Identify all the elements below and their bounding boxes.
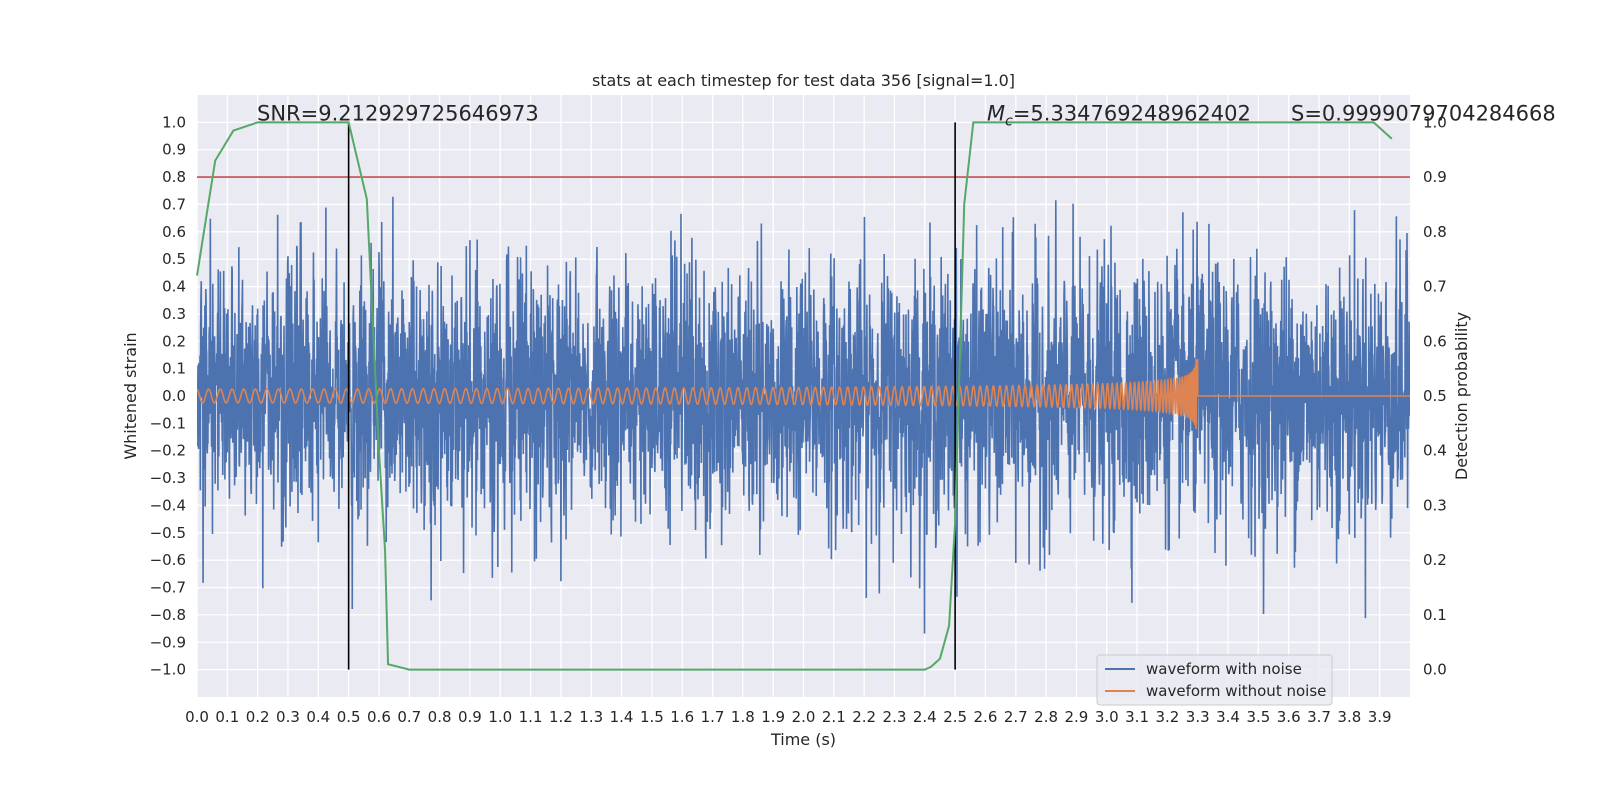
y2-tick-label: 0.8 [1423,223,1447,241]
y-tick-label: −0.6 [150,551,186,569]
x-tick-label: 2.1 [822,708,846,726]
x-tick-label: 0.1 [215,708,239,726]
x-tick-label: 3.1 [1125,708,1149,726]
y-tick-label: 0.0 [162,387,186,405]
x-tick-label: 2.9 [1064,708,1088,726]
x-tick-labels: 0.0 0.1 0.2 0.3 0.4 0.5 0.6 0.7 0.8 0.9 1.0 1.1 1.2 1… [185,708,1392,726]
y-tick-label: −0.1 [150,414,186,432]
y-tick-labels: 1.0 0.9 0.8 0.7 0.6 0.5 0.4 0.3 0.2 0.1 0.0 −0.1 −0.… [150,113,186,678]
y-tick-label: −0.9 [150,633,186,651]
y-tick-label: −0.5 [150,524,186,542]
legend: waveform with noise waveform without noi… [1096,654,1333,706]
y2-tick-labels: 0.0 0.1 0.2 0.3 0.4 0.5 0.6 0.7 0.8 0.9 1.0 [1423,113,1447,678]
x-tick-label: 2.7 [1004,708,1028,726]
series-waveform-with-noise [197,196,1410,634]
x-tick-label: 3.3 [1186,708,1210,726]
x-tick-label: 1.1 [519,708,543,726]
y2-tick-label: 0.3 [1423,496,1447,514]
y-tick-label: 0.2 [162,332,186,350]
y-tick-label: −1.0 [150,661,186,679]
mc-subscript: c [1005,113,1013,129]
x-tick-label: 2.2 [852,708,876,726]
x-tick-label: 1.2 [549,708,573,726]
y-tick-label: −0.8 [150,606,186,624]
x-tick-label: 1.5 [640,708,664,726]
x-tick-label: 0.4 [306,708,330,726]
x-tick-label: 0.3 [276,708,300,726]
y-tick-label: 0.5 [162,250,186,268]
x-tick-label: 0.2 [246,708,270,726]
legend-box [1096,654,1333,706]
x-tick-label: 0.9 [458,708,482,726]
x-tick-label: 1.0 [488,708,512,726]
y-tick-label: 0.6 [162,223,186,241]
series-layer [197,196,1410,634]
y-tick-label: 0.4 [162,278,186,296]
y2-tick-label: 0.0 [1423,661,1447,679]
y2-tick-label: 0.1 [1423,606,1447,624]
y-tick-label: 0.7 [162,195,186,213]
x-tick-label: 2.0 [792,708,816,726]
series-detection-probability [196,121,1393,671]
x-tick-label: 1.4 [610,708,634,726]
x-tick-label: 3.8 [1337,708,1361,726]
x-tick-label: 2.3 [883,708,907,726]
x-tick-label: 3.2 [1155,708,1179,726]
y-tick-label: 0.3 [162,305,186,323]
x-tick-label: 3.4 [1216,708,1240,726]
mc-value: =5.334769248962402 [1013,101,1251,125]
x-tick-label: 0.5 [337,708,361,726]
legend-entry-noise: waveform with noise [1146,660,1302,678]
x-tick-label: 3.6 [1277,708,1301,726]
y2-axis-label: Detection probability [1452,312,1471,480]
x-tick-label: 0.0 [185,708,209,726]
y-tick-label: −0.7 [150,579,186,597]
chart-title: stats at each timestep for test data 356… [592,71,1015,90]
x-tick-label: 3.7 [1307,708,1331,726]
y2-tick-label: 0.9 [1423,168,1447,186]
x-tick-label: 0.6 [367,708,391,726]
y2-tick-label: 0.5 [1423,387,1447,405]
y-tick-label: −0.2 [150,442,186,460]
y2-tick-label: 0.6 [1423,332,1447,350]
x-tick-label: 1.6 [670,708,694,726]
legend-entry-clean: waveform without noise [1146,682,1326,700]
y-tick-label: 0.9 [162,141,186,159]
x-tick-label: 1.8 [731,708,755,726]
y2-tick-label: 1.0 [1423,113,1447,131]
x-tick-label: 3.9 [1368,708,1392,726]
x-tick-label: 2.4 [913,708,937,726]
s-annotation: S=0.9999079704284668 [1291,101,1556,125]
x-tick-label: 1.7 [701,708,725,726]
mc-symbol: M [987,101,1005,125]
snr-annotation: SNR=9.212929725646973 [257,101,539,125]
x-tick-label: 2.5 [943,708,967,726]
y2-tick-label: 0.2 [1423,551,1447,569]
y-tick-label: 0.8 [162,168,186,186]
x-tick-label: 1.9 [761,708,785,726]
y-tick-label: 1.0 [162,113,186,131]
y-axis-label: Whitened strain [121,332,140,459]
x-tick-label: 2.6 [974,708,998,726]
series-waveform-without-noise [197,359,1410,430]
y-tick-label: −0.3 [150,469,186,487]
x-tick-label: 3.5 [1246,708,1270,726]
reference-lines [196,121,1410,671]
y-tick-label: 0.1 [162,360,186,378]
x-tick-label: 2.8 [1034,708,1058,726]
x-tick-label: 0.8 [428,708,452,726]
y2-tick-label: 0.4 [1423,442,1447,460]
x-tick-label: 1.3 [579,708,603,726]
y-tick-label: −0.4 [150,496,186,514]
x-axis-label: Time (s) [770,730,836,749]
x-tick-label: 0.7 [397,708,421,726]
x-tick-label: 3.0 [1095,708,1119,726]
chirp-mass-annotation: Mc=5.334769248962402 [987,101,1251,129]
y2-tick-label: 0.7 [1423,278,1447,296]
